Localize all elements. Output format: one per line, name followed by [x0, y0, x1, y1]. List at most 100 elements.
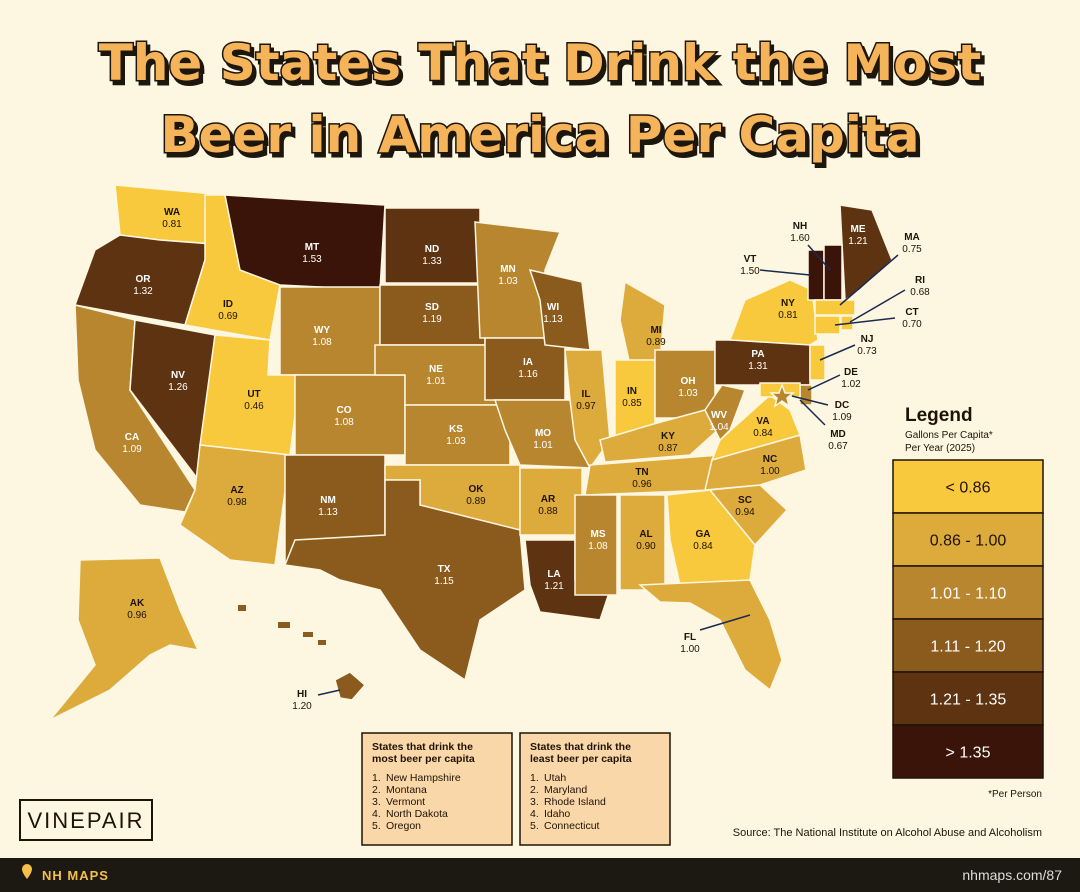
- source: Source: The National Institute on Alcoho…: [733, 827, 1042, 839]
- state-abbr: NV: [171, 370, 185, 381]
- list-item: Vermont: [386, 796, 425, 808]
- state-value: 1.00: [680, 644, 700, 655]
- state-abbr: MS: [591, 529, 606, 540]
- state-shape: [704, 384, 747, 442]
- leader-line: [317, 689, 341, 696]
- state-abbr: MO: [535, 428, 551, 439]
- state-value: 0.73: [857, 346, 877, 357]
- state-abbr: SD: [425, 302, 439, 313]
- list-title: least beer per capita: [530, 753, 632, 765]
- state-shape: [49, 557, 200, 721]
- state-abbr: HI: [297, 689, 307, 700]
- state-value: 0.89: [466, 496, 486, 507]
- legend-subtitle: Per Year (2025): [905, 443, 975, 454]
- state-shape: [334, 671, 367, 701]
- island: [278, 622, 290, 628]
- leader-line: [807, 374, 841, 391]
- state-value: 1.01: [426, 376, 446, 387]
- state-abbr: MT: [305, 242, 319, 253]
- list-number: 5.: [530, 820, 539, 832]
- state-value: 0.89: [646, 337, 666, 348]
- state-abbr: AL: [639, 529, 652, 540]
- legend-label: 1.01 - 1.10: [930, 586, 1007, 603]
- state-value: 1.13: [318, 507, 338, 518]
- state-abbr: NH: [793, 221, 807, 232]
- leader-line: [839, 254, 899, 306]
- list-title: most beer per capita: [372, 753, 475, 765]
- legend-swatch: [892, 565, 1044, 620]
- list-number: 4.: [372, 808, 381, 820]
- state-value: 0.46: [244, 401, 264, 412]
- state-value: 1.03: [498, 276, 518, 287]
- list-number: 5.: [372, 820, 381, 832]
- list-item: Idaho: [544, 808, 570, 820]
- title-line: Beer in America Per Capita: [160, 106, 919, 164]
- state-abbr: NC: [763, 454, 777, 465]
- leader-line: [807, 244, 831, 271]
- state-abbr: OH: [681, 376, 696, 387]
- state-value: 1.26: [168, 382, 188, 393]
- state-abbr: IL: [582, 389, 591, 400]
- footer-brand: NH MAPS: [42, 868, 109, 883]
- state-value: 1.08: [312, 337, 332, 348]
- state-abbr: PA: [751, 349, 764, 360]
- state-shape: [710, 394, 802, 462]
- state-value: 1.33: [422, 256, 442, 267]
- state-value: 0.94: [735, 507, 755, 518]
- state-value: 1.09: [122, 444, 142, 455]
- state-value: 0.87: [658, 443, 678, 454]
- state-abbr: WY: [314, 325, 330, 336]
- state-abbr: CA: [125, 432, 139, 443]
- legend-label: 1.21 - 1.35: [930, 692, 1007, 709]
- state-abbr: WV: [711, 410, 727, 421]
- state-shape: [728, 279, 819, 346]
- state-abbr: ME: [851, 224, 866, 235]
- state-value: 1.53: [302, 254, 322, 265]
- state-value: 1.13: [543, 314, 563, 325]
- legend-title: Legend: [905, 405, 973, 426]
- state-shape: [814, 315, 841, 335]
- state-abbr: KS: [449, 424, 463, 435]
- footer-url: nhmaps.com/87: [962, 867, 1062, 883]
- state-abbr: NM: [320, 495, 336, 506]
- list-title: States that drink the: [372, 741, 473, 753]
- state-value: 1.03: [446, 436, 466, 447]
- state-value: 0.96: [127, 610, 147, 621]
- legend-swatch: [892, 512, 1044, 567]
- state-abbr: TX: [438, 564, 451, 575]
- state-abbr: DE: [844, 367, 858, 378]
- state-shape: [404, 404, 511, 466]
- state-value: 1.04: [709, 422, 729, 433]
- list-item: Montana: [386, 784, 427, 796]
- list-number: 2.: [530, 784, 539, 796]
- most-box: [361, 732, 513, 846]
- state-value: 0.88: [538, 506, 558, 517]
- state-value: 1.01: [533, 440, 553, 451]
- state-value: 1.19: [422, 314, 442, 325]
- list-number: 1.: [372, 772, 381, 784]
- state-value: 1.21: [544, 581, 564, 592]
- leader-line: [699, 614, 751, 631]
- list-number: 1.: [530, 772, 539, 784]
- state-abbr: AZ: [230, 485, 243, 496]
- island: [303, 632, 313, 637]
- state-value: 1.09: [832, 412, 852, 423]
- state-abbr: WI: [547, 302, 559, 313]
- list-item: Connecticut: [544, 820, 600, 832]
- state-value: 0.81: [162, 219, 182, 230]
- states: [49, 184, 893, 721]
- state-labels: WA0.81OR1.32CA1.09NV1.26ID0.69MT1.53WY1.…: [122, 207, 930, 712]
- state-value: 1.32: [133, 286, 153, 297]
- legend-label: > 1.35: [946, 745, 991, 762]
- state-shape: [823, 244, 843, 301]
- list-title: States that drink the: [530, 741, 631, 753]
- state-value: 1.08: [334, 417, 354, 428]
- legend-swatch: [892, 671, 1044, 726]
- state-value: 0.97: [576, 401, 596, 412]
- leader-line: [799, 399, 826, 426]
- state-abbr: FL: [684, 632, 696, 643]
- title-group: The States That Drink the Most Beer in A…: [97, 33, 983, 166]
- legend-label: 1.11 - 1.20: [930, 639, 1005, 656]
- list-item: North Dakota: [386, 808, 448, 820]
